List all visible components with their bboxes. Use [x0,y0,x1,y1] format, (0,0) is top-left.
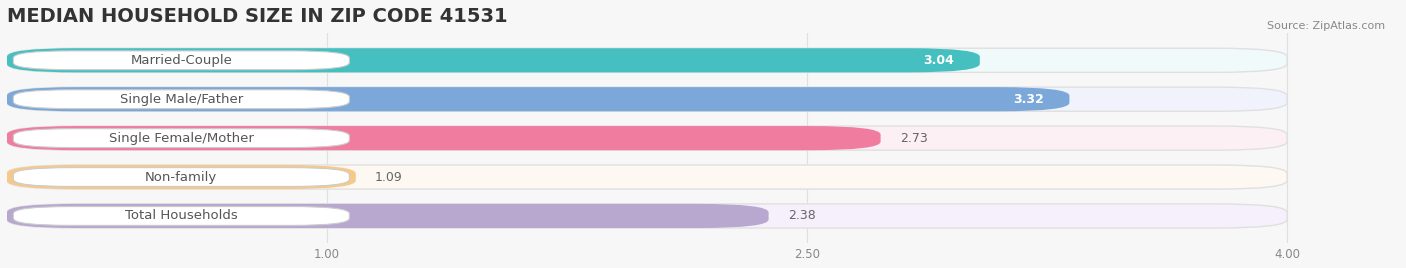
Text: Total Households: Total Households [125,210,238,222]
FancyBboxPatch shape [13,51,349,70]
Text: 2.73: 2.73 [900,132,928,145]
FancyBboxPatch shape [7,126,1286,150]
FancyBboxPatch shape [7,48,1286,72]
FancyBboxPatch shape [7,87,1070,111]
FancyBboxPatch shape [7,204,769,228]
FancyBboxPatch shape [13,129,349,148]
FancyBboxPatch shape [7,126,880,150]
Text: 3.04: 3.04 [924,54,955,67]
FancyBboxPatch shape [7,87,1286,111]
FancyBboxPatch shape [7,48,980,72]
FancyBboxPatch shape [7,165,1286,189]
Text: Single Male/Father: Single Male/Father [120,93,243,106]
Text: 2.38: 2.38 [787,210,815,222]
FancyBboxPatch shape [7,204,1286,228]
Text: 1.09: 1.09 [375,170,402,184]
Text: Single Female/Mother: Single Female/Mother [108,132,254,145]
Text: Non-family: Non-family [145,170,218,184]
FancyBboxPatch shape [13,207,349,225]
FancyBboxPatch shape [7,165,356,189]
Text: Source: ZipAtlas.com: Source: ZipAtlas.com [1267,21,1385,31]
Text: Married-Couple: Married-Couple [131,54,232,67]
Text: 3.32: 3.32 [1014,93,1043,106]
Text: MEDIAN HOUSEHOLD SIZE IN ZIP CODE 41531: MEDIAN HOUSEHOLD SIZE IN ZIP CODE 41531 [7,7,508,26]
FancyBboxPatch shape [13,90,349,109]
FancyBboxPatch shape [13,168,349,187]
